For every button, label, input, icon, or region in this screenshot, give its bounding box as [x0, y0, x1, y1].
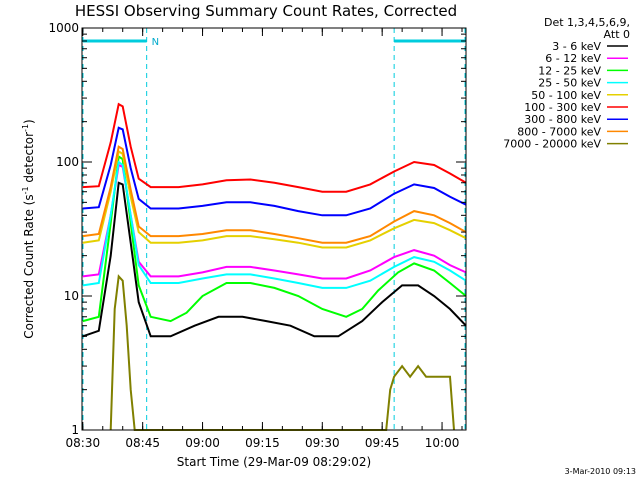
legend-label: 12 - 25 keV [538, 64, 601, 77]
x-axis-label: Start Time (29-Mar-09 08:29:02) [177, 455, 371, 469]
y-tick-label: 100 [56, 155, 79, 169]
legend-label: 6 - 12 keV [545, 52, 601, 65]
series-line-4 [82, 149, 467, 249]
y-axis-label: Corrected Count Rate (s-1 detector-1) [21, 119, 36, 338]
series-line-8 [109, 274, 455, 431]
x-tick-label: 09:00 [185, 436, 220, 450]
x-axis: 08:30 08:45 09:00 09:15 09:30 09:45 10:00 [66, 28, 463, 450]
night-mark: N [82, 28, 159, 430]
legend-label: 25 - 50 keV [538, 77, 601, 90]
x-tick-label: 08:30 [66, 436, 101, 450]
legend-label: 7000 - 20000 keV [503, 138, 601, 151]
legend-header-line-2: Att 0 [604, 28, 630, 41]
legend-label: 300 - 800 keV [524, 113, 601, 126]
series-line-3 [82, 160, 467, 289]
series-line-6 [82, 126, 467, 217]
night-marks: N [82, 28, 466, 430]
footer-timestamp: 3-Mar-2010 09:13 [565, 467, 636, 476]
x-tick-label: 09:15 [245, 436, 280, 450]
series-line-0 [82, 181, 467, 338]
x-tick-label: 09:30 [305, 436, 340, 450]
x-tick-label: 10:00 [425, 436, 460, 450]
night-label: N [152, 37, 159, 48]
plot-frame [81, 27, 467, 431]
series-line-2 [82, 154, 467, 323]
legend-label: 800 - 7000 keV [517, 125, 601, 138]
series-line-5 [82, 102, 467, 193]
x-tick-label: 08:45 [125, 436, 160, 450]
legend-label: 3 - 6 keV [552, 40, 601, 53]
series-layer [82, 102, 467, 431]
y-tick-label: 1000 [48, 21, 79, 35]
legend-label: 100 - 300 keV [524, 101, 601, 114]
legend-header-line-1: Det 1,3,4,5,6,9, [544, 16, 630, 29]
chart-title: HESSI Observing Summary Count Rates, Cor… [75, 2, 457, 20]
x-tick-label: 09:45 [365, 436, 400, 450]
y-axis: 1 10 100 1000 [48, 21, 466, 437]
legend-label: 50 - 100 keV [531, 89, 601, 102]
y-tick-label: 10 [64, 289, 79, 303]
series-line-7 [82, 145, 467, 244]
series-line-1 [82, 163, 467, 280]
y-tick-label: 1 [71, 423, 79, 437]
